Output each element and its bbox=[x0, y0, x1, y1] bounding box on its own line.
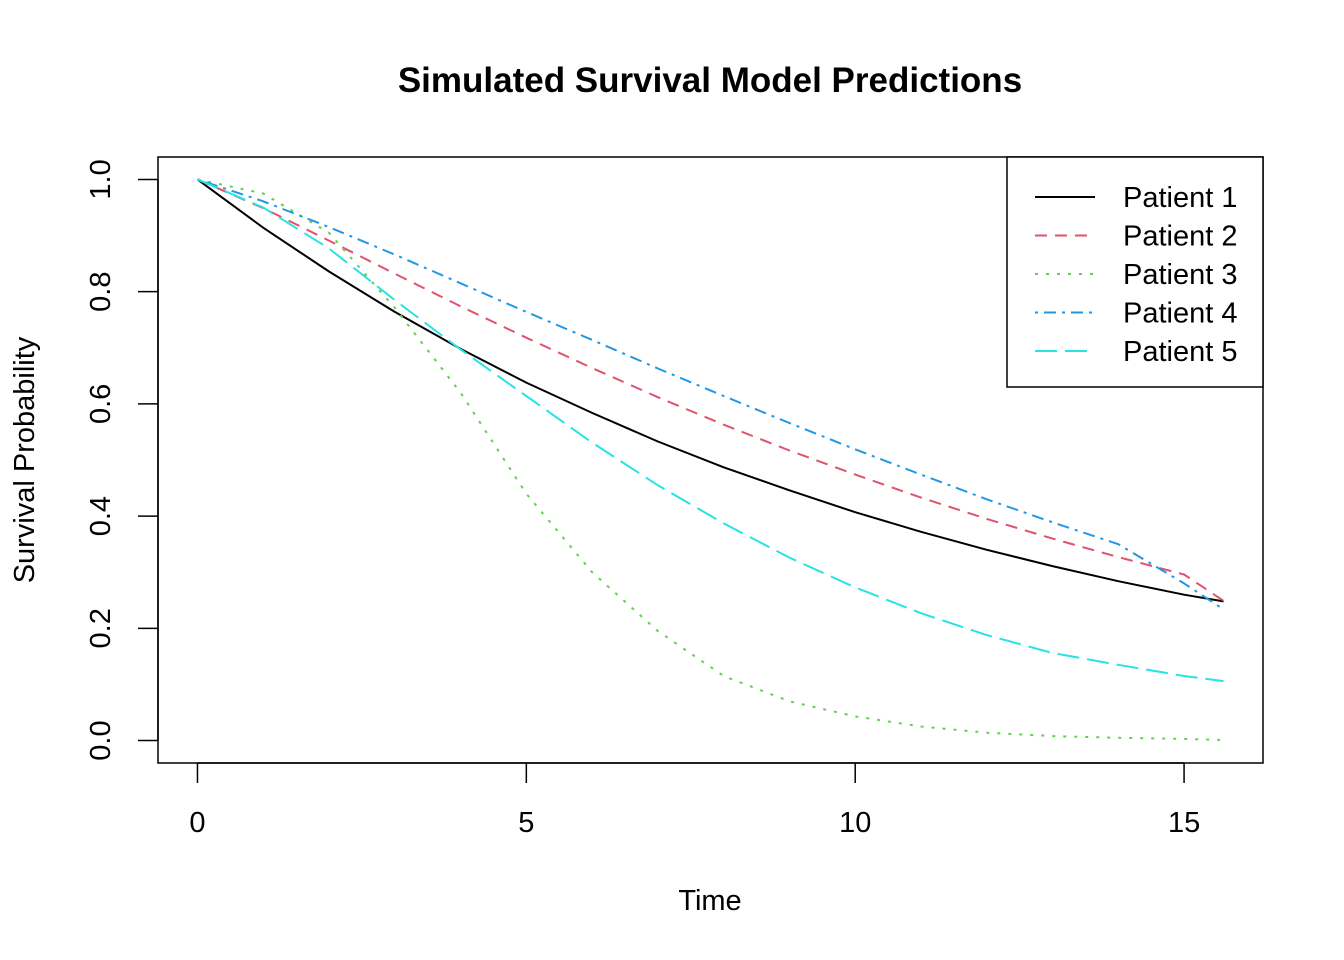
legend-label: Patient 2 bbox=[1123, 221, 1237, 253]
y-tick-label: 0.8 bbox=[85, 272, 117, 312]
series-line-patient-5 bbox=[197, 178, 1224, 683]
series-line-patient-2 bbox=[197, 178, 1225, 602]
series-line-patient-3 bbox=[197, 178, 1224, 741]
y-axis-label: Survival Probability bbox=[9, 336, 41, 583]
y-tick-label: 1.0 bbox=[85, 159, 117, 199]
x-axis-label: Time bbox=[678, 885, 741, 917]
y-tick-label: 0.6 bbox=[85, 384, 117, 424]
legend: Patient 1 Patient 2 Patient 3 Patient 4 Pati… bbox=[1006, 156, 1264, 388]
legend-label: Patient 1 bbox=[1123, 182, 1237, 214]
x-axis: 0 5 10 15 bbox=[189, 762, 1200, 839]
series-layer bbox=[196, 178, 1225, 741]
legend-box bbox=[1006, 156, 1264, 388]
series-line-patient-1 bbox=[196, 178, 1224, 603]
chart-title: Simulated Survival Model Predictions bbox=[398, 61, 1022, 100]
y-tick-label: 0.2 bbox=[85, 608, 117, 648]
x-tick-label: 10 bbox=[839, 807, 871, 839]
y-axis: 0.0 0.2 0.4 0.6 0.8 1.0 bbox=[85, 159, 159, 761]
y-tick-label: 0.0 bbox=[85, 720, 117, 760]
x-tick-label: 15 bbox=[1168, 807, 1200, 839]
x-tick-label: 5 bbox=[518, 807, 534, 839]
legend-label: Patient 5 bbox=[1123, 336, 1237, 368]
x-tick-label: 0 bbox=[189, 807, 205, 839]
series-line-patient-4 bbox=[197, 178, 1225, 611]
y-tick-label: 0.4 bbox=[85, 496, 117, 536]
legend-label: Patient 3 bbox=[1123, 259, 1237, 291]
legend-label: Patient 4 bbox=[1123, 298, 1237, 330]
